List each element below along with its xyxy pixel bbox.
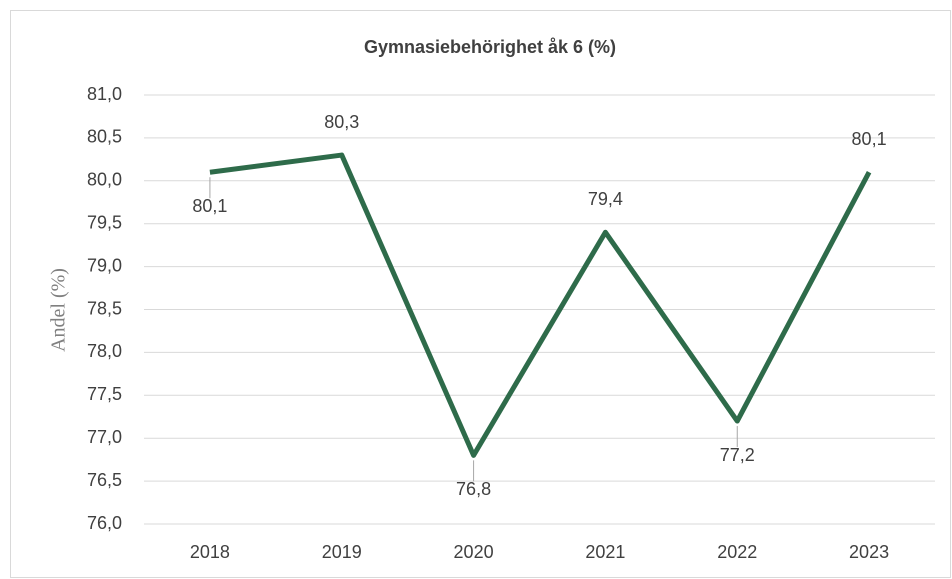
y-tick-label: 81,0 (87, 84, 122, 104)
x-tick-label: 2018 (190, 542, 230, 562)
line (209, 152, 872, 458)
data-label: 79,4 (588, 189, 623, 209)
data-label: 80,1 (192, 196, 227, 216)
y-tick-label: 79,0 (87, 255, 122, 275)
y-tick-label: 78,0 (87, 341, 122, 361)
y-tick-label: 76,0 (87, 513, 122, 533)
data-label: 77,2 (720, 445, 755, 465)
x-tick-label: 2023 (849, 542, 889, 562)
y-axis-label: Andel (%) (48, 268, 70, 352)
x-tick-label: 2021 (585, 542, 625, 562)
y-tick-label: 78,5 (87, 298, 122, 318)
x-tick-label: 2022 (717, 542, 757, 562)
y-tick-label: 77,0 (87, 427, 122, 447)
x-tick-label: 2019 (322, 542, 362, 562)
y-tick-label: 79,5 (87, 212, 122, 232)
data-label: 80,3 (324, 112, 359, 132)
y-tick-label: 80,5 (87, 127, 122, 147)
y-tick-label: 77,5 (87, 384, 122, 404)
y-tick-label: 80,0 (87, 170, 122, 190)
chart-border (10, 10, 951, 578)
data-label: 76,8 (456, 479, 491, 499)
data-label: 80,1 (852, 129, 887, 149)
chart-title: Gymnasiebehörighet åk 6 (%) (364, 37, 616, 57)
y-tick-label: 76,5 (87, 470, 122, 490)
x-tick-label: 2020 (454, 542, 494, 562)
